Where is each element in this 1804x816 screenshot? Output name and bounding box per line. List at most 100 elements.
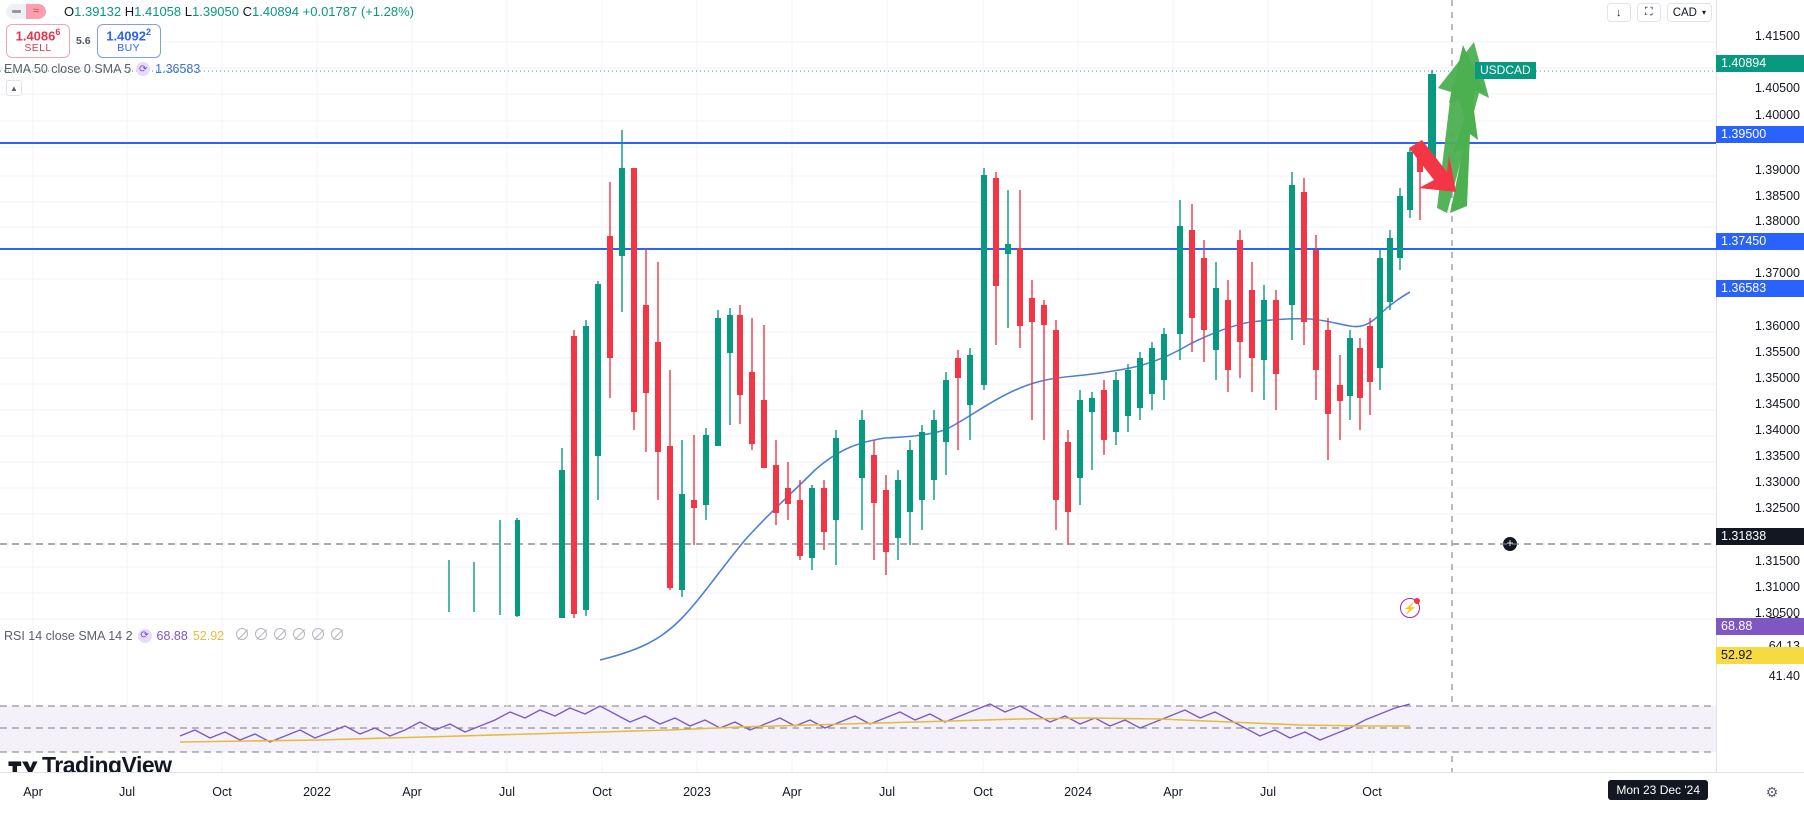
rsi-sma-line [179,717,1410,743]
price-tick-label: 1.37000 [1754,266,1800,280]
ohlc-change-value: +0.01787 [302,3,358,19]
currency-label: CAD [1672,6,1697,19]
current-date-badge: Mon 23 Dec '24 [1608,780,1708,800]
tradingview-logo-icon [8,760,38,776]
rsi-indicator-value: 68.88 [156,628,188,643]
wave-icon[interactable]: ≈ [26,3,46,19]
rsi-sma-value: 52.92 [192,628,225,643]
time-tick-label: Jul [119,785,135,799]
time-tick-label: Apr [23,785,43,799]
ohlc-change-percent: (+1.28%) [360,3,414,19]
ema-indicator-legend[interactable]: EMA 50 close 0 SMA 5 ⟳ 1.36583 [4,62,200,76]
time-axis[interactable]: Apr Jul Oct 2022 Apr Jul Oct 2023 Apr Jul Oct 2024 A… [0,772,1804,816]
series-visibility-toggle[interactable]: ≈ [6,3,46,19]
ema-indicator-value: 1.36583 [155,62,201,76]
price-tick-label: 1.38000 [1754,214,1800,228]
gear-icon[interactable]: ⚙ [1765,783,1779,800]
hidden-series-icon[interactable] [255,628,268,640]
time-tick-label: Oct [973,785,993,799]
price-tick-label: 1.32500 [1754,501,1800,515]
buy-price: 1.40922 [106,27,151,44]
ohlc-open-value: 1.39132 [74,3,122,19]
ema-50-line [599,291,1411,661]
price-tick-label: 1.38500 [1754,189,1800,203]
time-tick-label: Oct [212,785,232,799]
time-tick-label: Oct [1362,785,1382,799]
time-tick-label: Jul [499,785,515,799]
price-tick-label: 1.40000 [1754,108,1800,122]
time-tick-label: 2024 [1064,785,1092,799]
ohlc-readout: O1.39132 H1.41058 L1.39050 C1.40894 +0.0… [64,4,414,19]
buy-label: BUY [117,41,140,54]
time-tick-label: Apr [402,785,422,799]
hidden-series-icon[interactable] [312,628,325,640]
price-axis[interactable]: 1.415001.410001.405001.400001.390001.385… [1716,0,1804,772]
sell-button[interactable]: 1.40866 SELL [6,24,70,58]
last-price-badge[interactable]: 1.40894 [1716,55,1804,72]
time-tick-label: Jul [1260,785,1276,799]
ohlc-open-key: O [64,3,75,19]
hidden-series-icon[interactable] [331,628,344,640]
time-tick-label: Apr [1163,785,1183,799]
price-tick-label: 1.34000 [1754,423,1800,437]
chevron-down-icon: ▾ [1701,8,1706,17]
ema-value-badge[interactable]: 1.36583 [1716,280,1804,297]
rsi-indicator-legend[interactable]: RSI 14 close SMA 14 2 ⟳ 68.88 52.92 [4,628,344,643]
fullscreen-icon[interactable]: ⛶ [1636,3,1661,22]
hidden-series-icon[interactable] [236,628,249,640]
rsi-indicator-pane[interactable] [0,692,1716,772]
spread-value: 5.6 [76,35,91,47]
buy-sell-widget[interactable]: 1.40866 SELL 5.6 1.40922 BUY [6,24,161,58]
sell-label: SELL [24,41,52,54]
price-tick-label: 1.31000 [1754,580,1800,594]
refresh-icon[interactable]: ⟳ [136,62,151,76]
ohlc-high-value: 1.41058 [134,3,182,19]
candlestick-series [448,70,1436,618]
support-line-badge-2[interactable]: 1.37450 [1716,233,1804,250]
hidden-series-icon[interactable] [274,628,287,640]
sell-price: 1.40866 [15,27,61,44]
crosshair-price-badge[interactable]: 1.31838 [1716,528,1804,545]
ohlc-low-key: L [184,3,192,19]
hidden-series-icon[interactable] [293,628,306,640]
buy-button[interactable]: 1.40922 BUY [96,24,161,58]
price-tick-label: 1.33000 [1754,475,1800,489]
refresh-icon[interactable]: ⟳ [137,628,152,643]
currency-selector[interactable]: CAD ▾ [1666,3,1712,22]
rsi-indicator-title: RSI 14 close SMA 14 2 [4,628,133,643]
price-tick-label: 1.31500 [1754,554,1800,568]
price-tick-label: 1.33500 [1754,449,1800,463]
pane-collapse-button[interactable]: ▲ [6,80,22,96]
bearish-arrow-annotation [1409,140,1456,192]
price-tick-label: 1.40500 [1754,81,1800,95]
ohlc-high-key: H [124,3,135,19]
time-tick-label: Jul [879,785,895,799]
collapse-icon[interactable] [6,3,26,19]
ohlc-close-key: C [242,3,253,19]
rsi-hidden-series-icons[interactable] [229,628,344,643]
rsi-sma-badge[interactable]: 52.92 [1716,647,1804,664]
price-tick-label: 1.35500 [1754,345,1800,359]
time-tick-label: Apr [782,785,802,799]
price-tick-label: 1.30500 [1754,606,1800,620]
series-price-tag: USDCAD [1475,62,1536,79]
time-tick-label: Oct [592,785,612,799]
download-arrow-icon[interactable]: ↓ [1606,3,1631,22]
price-tick-label: 1.39000 [1754,163,1800,177]
rsi-tick-label: 41.40 [1768,669,1800,683]
price-chart-canvas[interactable] [0,0,1716,772]
replay-bolt-icon[interactable]: ⚡ [1400,598,1420,618]
support-line-badge-1[interactable]: 1.39500 [1716,126,1804,143]
replay-alert-dot [1414,598,1420,604]
ohlc-close-value: 1.40894 [252,3,300,19]
chart-toolbar-right[interactable]: ↓ ⛶ CAD ▾ [1606,3,1712,22]
rsi-value-badge[interactable]: 68.88 [1716,618,1804,635]
price-tick-label: 1.36000 [1754,319,1800,333]
price-tick-label: 1.35000 [1754,371,1800,385]
price-tick-label: 1.34500 [1754,397,1800,411]
time-tick-label: 2023 [683,785,711,799]
chart-top-info-bar: ≈ O1.39132 H1.41058 L1.39050 C1.40894 +0… [0,0,414,22]
series-symbol-label: USDCAD [1475,62,1536,79]
price-tick-label: 1.41500 [1754,29,1800,43]
